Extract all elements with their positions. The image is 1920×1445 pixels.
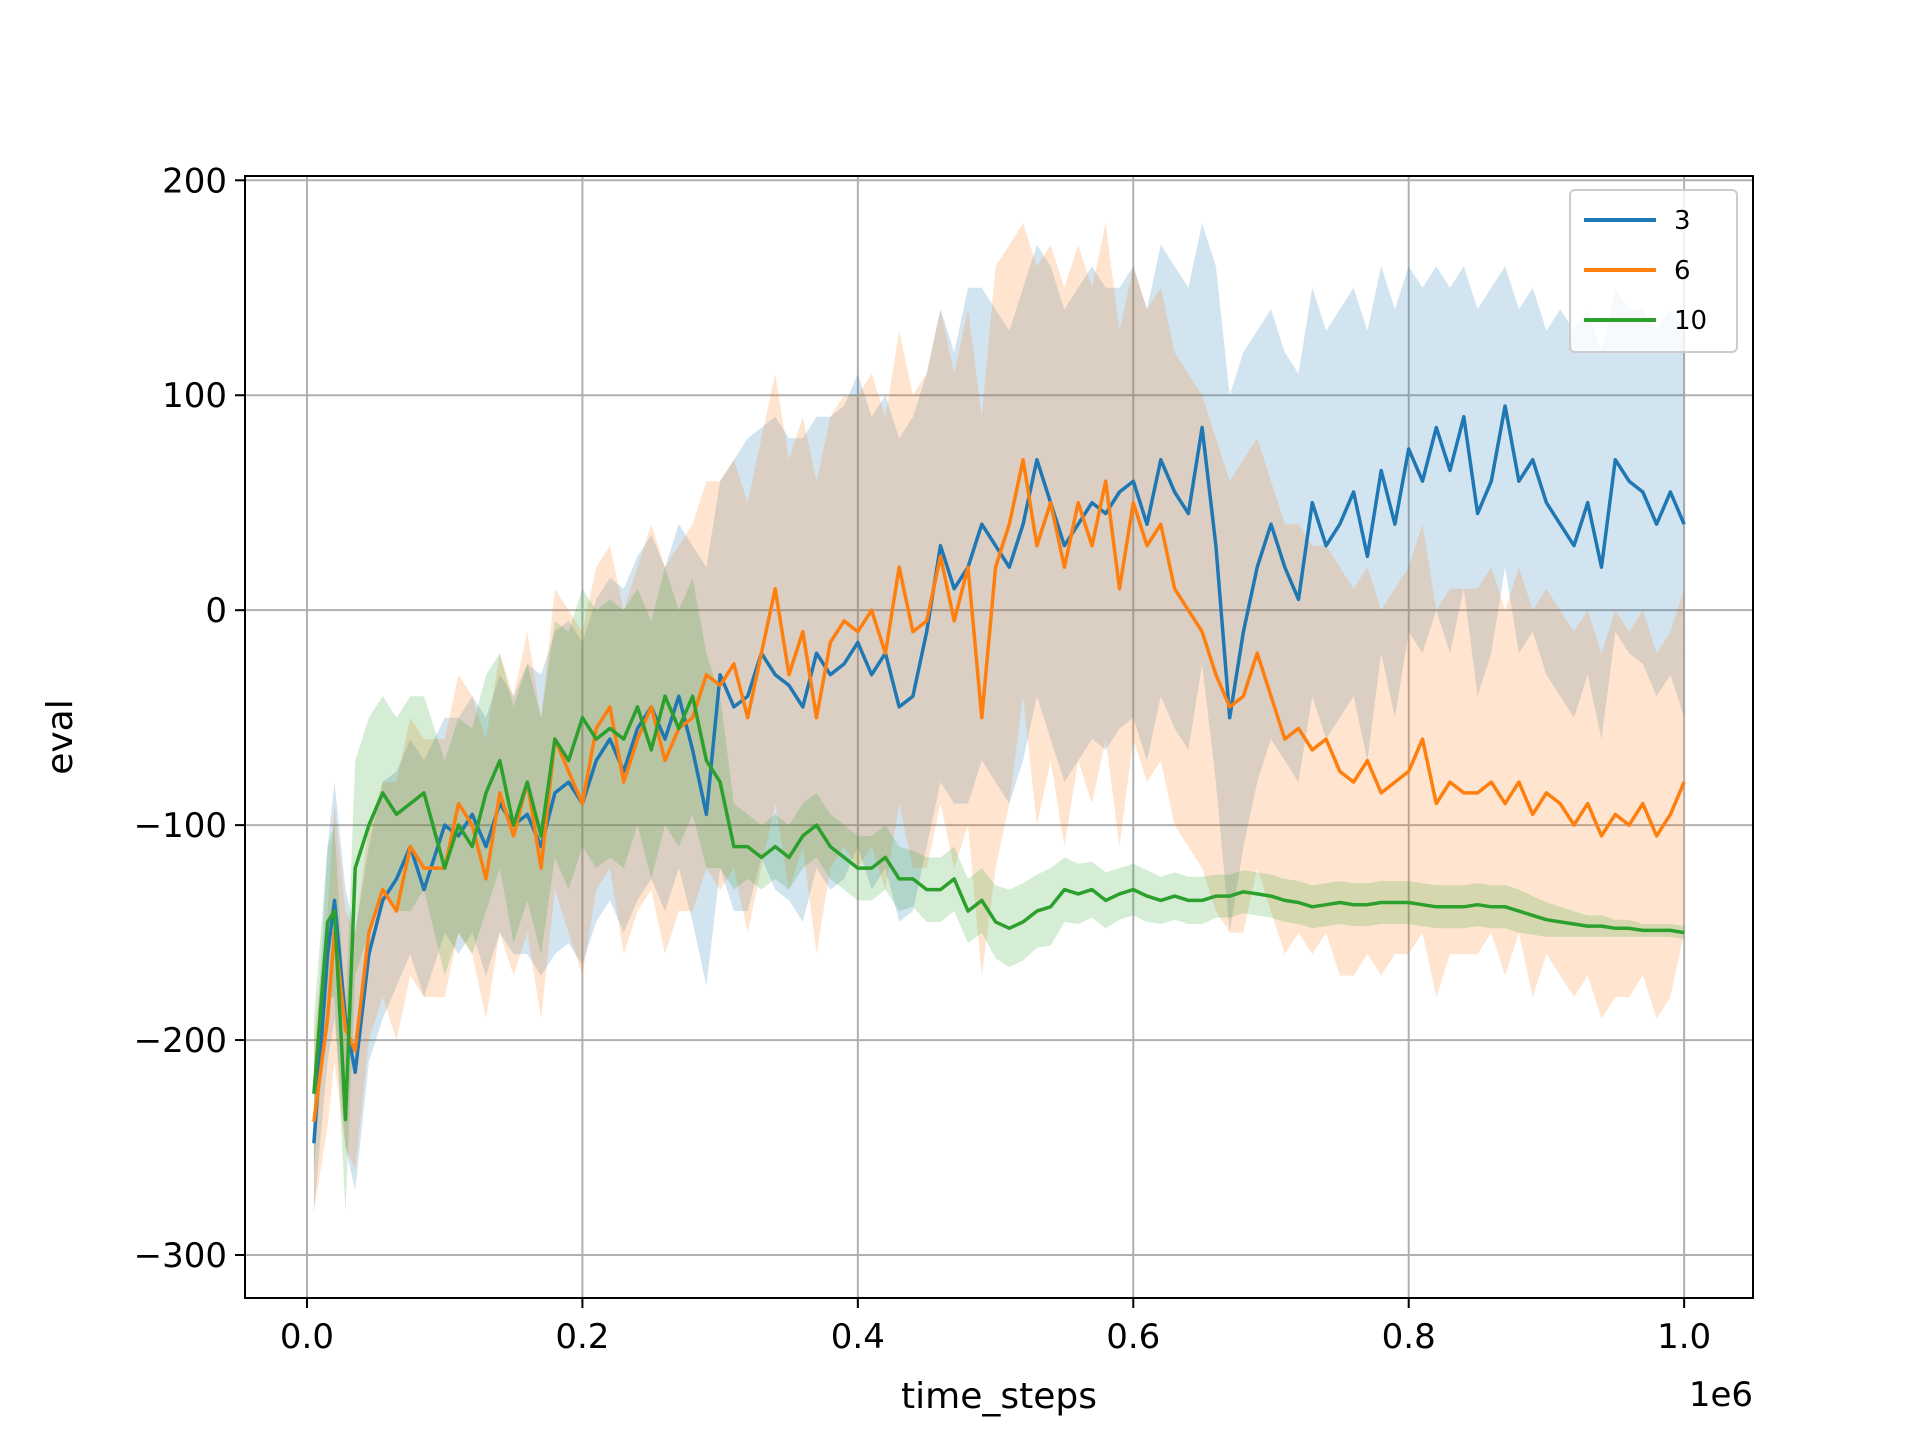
legend-label-10: 10 bbox=[1674, 306, 1707, 336]
series-6-line bbox=[312, 457, 1686, 1122]
x-tick-label: 1.0 bbox=[1657, 1317, 1711, 1357]
y-tick-label: 200 bbox=[162, 161, 227, 201]
legend-label-3: 3 bbox=[1674, 206, 1691, 236]
series-3-band bbox=[313, 223, 1685, 1213]
x-tick-label: 0.6 bbox=[1106, 1317, 1160, 1357]
x-axis-label: time_steps bbox=[901, 1376, 1097, 1417]
y-tick-label: 0 bbox=[205, 591, 227, 631]
legend: 3 6 10 bbox=[1569, 189, 1738, 353]
x-axis-offset-label: 1e6 bbox=[1689, 1375, 1753, 1415]
y-tick-label: −100 bbox=[134, 806, 227, 846]
y-tick-label: −200 bbox=[134, 1021, 227, 1061]
x-tick-label: 0.8 bbox=[1382, 1317, 1436, 1357]
plot-frame bbox=[244, 175, 1754, 1299]
series-6-band bbox=[313, 223, 1685, 1213]
y-axis-ticks: −300 −200 −100 0 100 200 bbox=[134, 161, 245, 1276]
x-axis-ticks: 0.0 0.2 0.4 0.6 0.8 1.0 bbox=[280, 1298, 1711, 1357]
x-tick-label: 0.4 bbox=[831, 1317, 885, 1357]
x-tick-label: 0.2 bbox=[555, 1317, 609, 1357]
y-tick-label: −300 bbox=[134, 1236, 227, 1276]
y-tick-label: 100 bbox=[162, 376, 227, 416]
x-tick-label: 0.0 bbox=[280, 1317, 334, 1357]
series-lines bbox=[312, 404, 1686, 1144]
y-axis-label: eval bbox=[40, 699, 81, 775]
legend-label-6: 6 bbox=[1674, 256, 1691, 286]
series-10-line bbox=[312, 694, 1685, 1122]
